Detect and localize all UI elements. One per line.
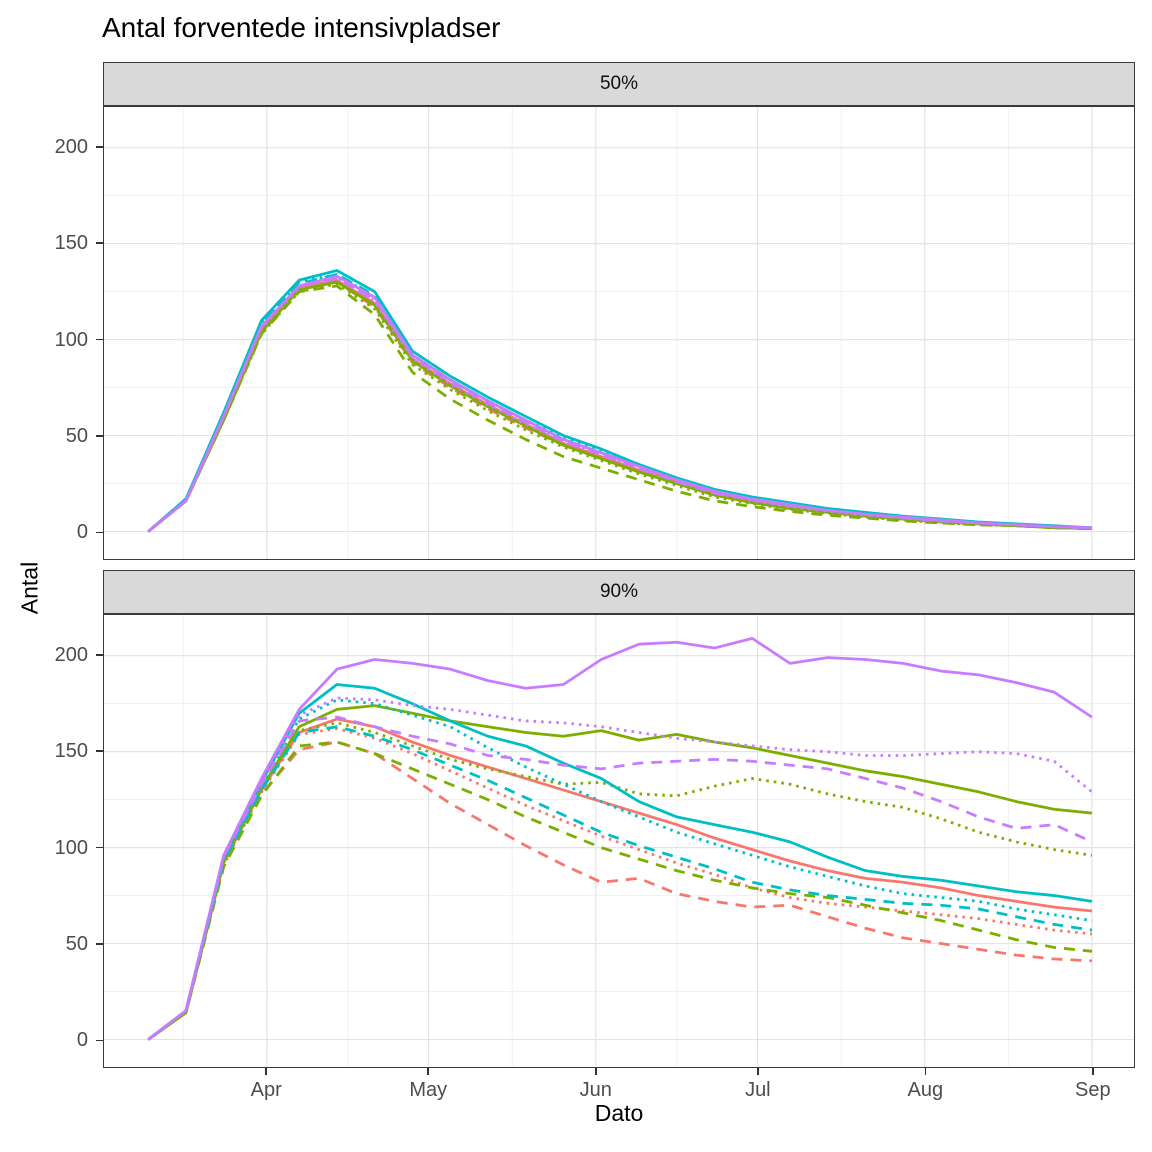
y-tick-mark [96, 846, 103, 849]
series-purple-dotted-50% [147, 276, 1093, 533]
facet-strip-50: 50% [103, 62, 1135, 106]
y-tick-mark [96, 146, 103, 148]
series-green-dashed-90% [147, 740, 1093, 1041]
y-tick-mark [96, 943, 103, 945]
x-tick-label: Sep [1075, 1079, 1111, 1101]
x-tick-mark [427, 1068, 430, 1075]
y-tick-label: 100 [54, 328, 88, 351]
y-tick-mark [96, 1039, 103, 1042]
x-axis-title: Dato [594, 1100, 644, 1126]
series-salmon-solid-90% [147, 717, 1093, 1041]
x-tick-label: May [409, 1079, 448, 1101]
y-tick-label: 0 [76, 521, 88, 544]
x-tick-mark [924, 1068, 927, 1075]
x-tick-label: Apr [250, 1079, 282, 1101]
series-teal-dashed-90% [147, 725, 1093, 1041]
facet-strip-50-label: 50% [599, 73, 639, 94]
y-tick-label: 100 [54, 836, 88, 859]
series-salmon-dashed-90% [147, 740, 1093, 1041]
y-tick-mark [96, 435, 103, 437]
series-purple-dotted-90% [147, 696, 1093, 1041]
y-tick-label: 150 [54, 740, 88, 763]
y-tick-label: 150 [54, 232, 88, 255]
series-green-dotted-90% [147, 721, 1093, 1041]
series-purple-solid-50% [147, 274, 1093, 533]
facet-panel-90 [103, 614, 1135, 1068]
chart-title: Antal forventede intensivpladser [102, 12, 501, 43]
series-teal-dotted-90% [147, 698, 1093, 1041]
x-tick-mark [1092, 1068, 1094, 1075]
series-salmon-dotted-50% [147, 280, 1093, 533]
series-green-solid-90% [147, 704, 1093, 1041]
y-tick-mark [96, 531, 103, 534]
y-tick-mark [96, 338, 103, 341]
series-teal-dashed-50% [147, 272, 1093, 533]
series-purple-dashed-90% [147, 715, 1093, 1041]
y-tick-label: 0 [76, 1029, 88, 1052]
series-salmon-dashed-50% [147, 280, 1093, 533]
series-salmon-solid-50% [147, 278, 1093, 533]
facet-panel-0-canvas [104, 107, 1134, 559]
series-green-dotted-50% [147, 282, 1093, 533]
y-tick-mark [96, 242, 103, 245]
x-tick-label: Jul [745, 1079, 771, 1101]
y-tick-label: 50 [65, 933, 88, 956]
y-tick-label: 50 [65, 425, 88, 448]
series-purple-dashed-50% [147, 276, 1093, 533]
facet-panel-1-canvas [104, 615, 1134, 1067]
series-teal-dotted-50% [147, 272, 1093, 533]
facet-strip-90-label: 90% [599, 581, 639, 602]
x-tick-label: Aug [907, 1079, 944, 1101]
series-salmon-dotted-90% [147, 727, 1093, 1041]
facet-strip-90: 90% [103, 570, 1135, 614]
y-tick-mark [96, 654, 103, 656]
y-tick-label: 200 [54, 643, 88, 666]
y-axis-title: Antal [16, 561, 43, 615]
x-tick-mark [594, 1068, 597, 1075]
x-tick-mark [757, 1068, 759, 1075]
y-tick-label: 200 [54, 135, 88, 158]
x-tick-label: Jun [579, 1079, 612, 1101]
series-teal-solid-50% [147, 269, 1093, 533]
y-tick-mark [96, 750, 103, 753]
series-teal-solid-90% [147, 683, 1093, 1041]
x-tick-mark [265, 1068, 267, 1075]
series-green-solid-50% [147, 280, 1093, 533]
facet-panel-50 [103, 106, 1135, 560]
series-green-dashed-50% [147, 284, 1093, 533]
series-purple-solid-90% [147, 637, 1093, 1041]
